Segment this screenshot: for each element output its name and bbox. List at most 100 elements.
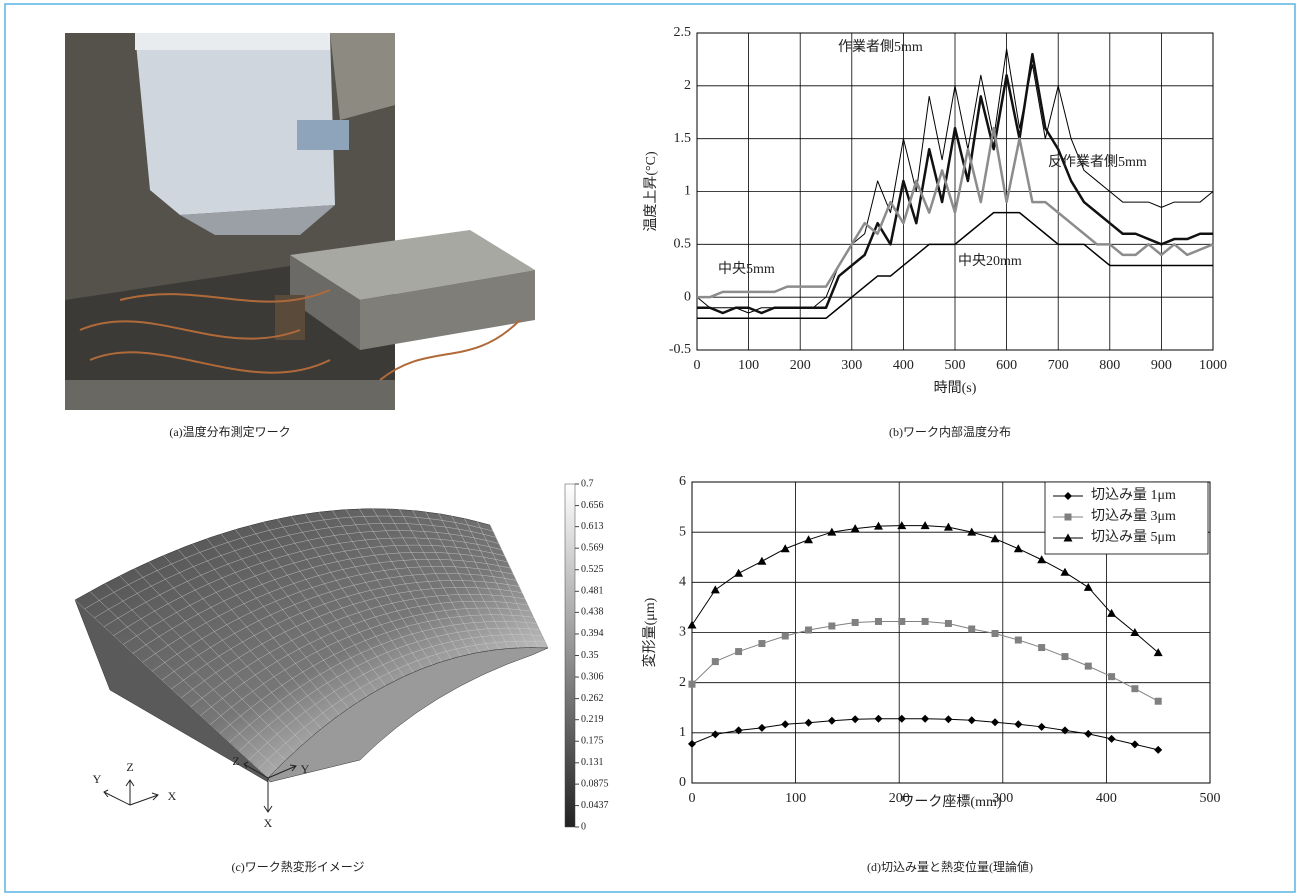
- marker: [805, 719, 813, 727]
- y-axis-label: 変形量(μm): [641, 597, 658, 667]
- y-tick-label: 0.5: [674, 237, 692, 252]
- x-tick-label: 300: [841, 358, 862, 373]
- legend-label: 切込み量 1μm: [1091, 487, 1176, 503]
- marker: [852, 619, 859, 626]
- y-tick-label: 6: [679, 474, 686, 489]
- x-tick-label: 900: [1151, 358, 1172, 373]
- colorbar-label: 0.175: [581, 736, 604, 747]
- colorbar-label: 0.306: [581, 671, 604, 682]
- x-tick-label: 500: [945, 358, 966, 373]
- y-tick-label: 2.5: [674, 25, 692, 40]
- x-tick-label: 400: [893, 358, 914, 373]
- x-tick-label: 500: [1200, 791, 1221, 806]
- marker: [735, 648, 742, 655]
- marker: [991, 718, 999, 726]
- marker: [781, 544, 790, 552]
- x-tick-label: 0: [689, 791, 696, 806]
- figure: (a)温度分布測定ワーク(c)ワーク熱変形イメージ0.70.6560.6130.…: [0, 0, 1298, 894]
- marker: [1038, 644, 1045, 651]
- marker: [712, 658, 719, 665]
- y-tick-label: 0: [684, 289, 691, 304]
- y-tick-label: 2: [679, 675, 686, 690]
- marker: [782, 633, 789, 640]
- x-tick-label: 600: [996, 358, 1017, 373]
- marker: [945, 620, 952, 627]
- marker: [1037, 555, 1046, 563]
- y-tick-label: 1.5: [674, 131, 692, 146]
- y-tick-label: 1: [679, 725, 686, 740]
- colorbar-label: 0.656: [581, 500, 604, 511]
- marker: [944, 715, 952, 723]
- marker: [921, 521, 930, 529]
- caption: (d)切込み量と熱変位量(理論値): [867, 859, 1033, 874]
- marker: [1085, 663, 1092, 670]
- marker: [921, 715, 929, 723]
- x-tick-label: 800: [1099, 358, 1120, 373]
- marker: [968, 716, 976, 724]
- y-tick-label: 0: [679, 775, 686, 790]
- axis-letter: X: [264, 816, 273, 830]
- colorbar-label: 0.613: [581, 521, 604, 532]
- x-tick-label: 100: [785, 791, 806, 806]
- marker: [1108, 735, 1116, 743]
- x-axis-label: 時間(s): [934, 380, 977, 396]
- caption: (b)ワーク内部温度分布: [889, 424, 1011, 439]
- colorbar-label: 0.438: [581, 607, 604, 618]
- colorbar-label: 0.219: [581, 714, 604, 725]
- y-tick-label: 3: [679, 625, 686, 640]
- deformation-image: [75, 484, 575, 827]
- x-axis-label: ワーク座標(mm): [900, 794, 1001, 810]
- marker: [1131, 740, 1139, 748]
- axis-letter: Y: [301, 762, 310, 776]
- y-tick-label: 1: [684, 184, 691, 199]
- marker: [1014, 544, 1023, 552]
- axis-letter: Z: [232, 754, 239, 768]
- axis-letter: Z: [126, 760, 133, 774]
- marker: [688, 620, 697, 628]
- y-tick-label: -0.5: [669, 342, 691, 357]
- colorbar-label: 0.394: [581, 628, 604, 639]
- marker: [828, 622, 835, 629]
- photo: [65, 33, 535, 410]
- y-tick-label: 2: [684, 78, 691, 93]
- series-annotation: 反作業者側5mm: [1048, 154, 1147, 170]
- x-tick-label: 0: [694, 358, 701, 373]
- caption: (c)ワーク熱変形イメージ: [231, 859, 364, 874]
- marker: [758, 724, 766, 732]
- marker: [781, 720, 789, 728]
- x-tick-label: 200: [790, 358, 811, 373]
- marker: [711, 585, 720, 593]
- marker: [689, 681, 696, 688]
- x-tick-label: 1000: [1199, 358, 1227, 373]
- marker: [1154, 746, 1162, 754]
- marker: [1065, 514, 1072, 521]
- colorbar-label: 0.262: [581, 693, 604, 704]
- marker: [1130, 628, 1139, 636]
- colorbar-label: 0.7: [581, 478, 594, 489]
- marker: [1155, 698, 1162, 705]
- marker: [1131, 685, 1138, 692]
- marker: [805, 626, 812, 633]
- marker: [897, 521, 906, 529]
- marker: [968, 625, 975, 632]
- x-tick-label: 400: [1096, 791, 1117, 806]
- marker: [875, 618, 882, 625]
- colorbar-label: 0.569: [581, 542, 604, 553]
- legend-label: 切込み量 5μm: [1091, 529, 1176, 545]
- y-axis-label: 温度上昇(°C): [643, 151, 659, 232]
- series-annotation: 中央20mm: [958, 253, 1022, 269]
- colorbar-label: 0.525: [581, 564, 604, 575]
- marker: [874, 715, 882, 723]
- marker: [758, 640, 765, 647]
- marker: [1084, 583, 1093, 591]
- colorbar-label: 0.481: [581, 586, 604, 597]
- marker: [922, 618, 929, 625]
- marker: [757, 557, 766, 565]
- marker: [711, 730, 719, 738]
- marker: [734, 569, 743, 577]
- colorbar-label: 0.131: [581, 757, 604, 768]
- colorbar-label: 0: [581, 821, 586, 832]
- marker: [898, 618, 905, 625]
- legend-label: 切込み量 3μm: [1091, 508, 1176, 524]
- x-tick-label: 100: [738, 358, 759, 373]
